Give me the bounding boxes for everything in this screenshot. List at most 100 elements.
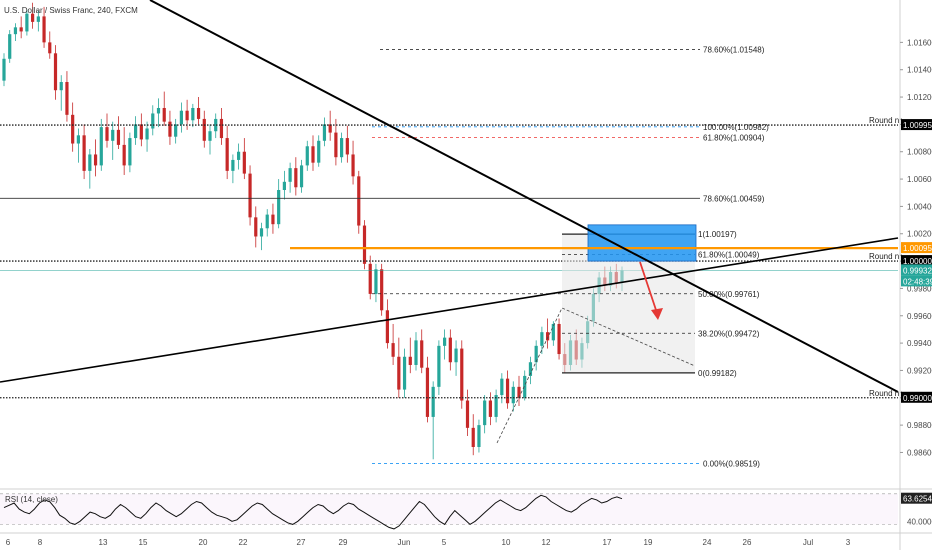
candle[interactable]	[311, 135, 315, 171]
candle[interactable]	[265, 209, 269, 237]
candle[interactable]	[408, 337, 412, 374]
price-axis[interactable]: 1.016001.014001.012001.010001.008001.006…	[899, 0, 932, 550]
candle[interactable]	[505, 370, 510, 409]
candle[interactable]	[42, 6, 46, 48]
candle[interactable]	[483, 395, 487, 434]
candle[interactable]	[397, 337, 401, 398]
candle[interactable]	[340, 132, 344, 163]
candle[interactable]	[477, 419, 481, 453]
candle[interactable]	[145, 121, 149, 152]
candle[interactable]	[139, 113, 143, 147]
candle[interactable]	[557, 318, 561, 360]
candle[interactable]	[31, 2, 35, 29]
candle[interactable]	[111, 121, 115, 160]
candle[interactable]	[431, 381, 435, 460]
candle-body	[277, 190, 281, 225]
harmonic-pattern-line	[496, 307, 696, 444]
candle[interactable]	[174, 118, 178, 144]
candle[interactable]	[528, 356, 533, 385]
candle-body	[248, 173, 252, 218]
candle[interactable]	[59, 75, 63, 111]
candle[interactable]	[540, 326, 544, 355]
candle[interactable]	[414, 332, 418, 371]
candle[interactable]	[116, 116, 121, 149]
candle[interactable]	[317, 135, 321, 167]
candle[interactable]	[151, 105, 155, 136]
candle[interactable]	[134, 116, 138, 145]
candle[interactable]	[420, 329, 424, 374]
rsi-pane[interactable]	[0, 493, 898, 530]
candle[interactable]	[288, 162, 292, 193]
candle[interactable]	[494, 389, 498, 423]
candle[interactable]	[517, 375, 521, 406]
candle[interactable]	[8, 30, 12, 63]
candle[interactable]	[71, 102, 75, 152]
candle[interactable]	[248, 165, 252, 226]
candle[interactable]	[345, 125, 349, 163]
candle[interactable]	[231, 154, 235, 184]
candle[interactable]	[465, 389, 470, 437]
candle[interactable]	[305, 140, 309, 171]
candle[interactable]	[460, 340, 464, 409]
candle[interactable]	[19, 16, 23, 39]
candle[interactable]	[105, 113, 109, 148]
candle[interactable]	[53, 45, 58, 100]
candle[interactable]	[425, 356, 430, 423]
candle[interactable]	[225, 125, 229, 180]
candle[interactable]	[162, 91, 166, 126]
candle[interactable]	[2, 53, 6, 87]
candle[interactable]	[380, 263, 384, 316]
candle[interactable]	[357, 170, 361, 234]
candle[interactable]	[271, 203, 275, 234]
candle[interactable]	[93, 139, 98, 177]
candle[interactable]	[13, 23, 18, 42]
candle[interactable]	[385, 299, 389, 349]
candle[interactable]	[156, 98, 161, 128]
candle[interactable]	[237, 143, 241, 170]
candle[interactable]	[254, 206, 258, 248]
candle[interactable]	[277, 179, 281, 229]
candle[interactable]	[448, 329, 452, 371]
candle[interactable]	[242, 138, 246, 180]
candle[interactable]	[214, 113, 218, 139]
candle[interactable]	[299, 159, 304, 193]
candle[interactable]	[122, 127, 126, 175]
candle[interactable]	[208, 124, 212, 155]
time-axis[interactable]: 6 8 13 15 20 22 27 29 Jun 5 10 12 17 19 24 26 Jul 3	[6, 538, 851, 547]
time-tick-label: 10	[502, 538, 511, 547]
candle[interactable]	[322, 117, 327, 147]
candle[interactable]	[179, 102, 183, 133]
candle[interactable]	[202, 110, 206, 148]
candle[interactable]	[471, 414, 475, 456]
candle[interactable]	[362, 220, 367, 270]
candle[interactable]	[219, 107, 224, 145]
candle[interactable]	[282, 170, 286, 200]
candle[interactable]	[48, 31, 52, 59]
candle[interactable]	[443, 329, 447, 360]
candle[interactable]	[82, 124, 86, 180]
candle[interactable]	[523, 370, 527, 401]
candle[interactable]	[99, 118, 103, 171]
candle[interactable]	[368, 255, 372, 300]
candle[interactable]	[511, 381, 515, 412]
candle[interactable]	[65, 71, 69, 122]
candle[interactable]	[391, 323, 395, 365]
candle[interactable]	[259, 222, 264, 251]
candle[interactable]	[128, 132, 132, 173]
candle[interactable]	[437, 340, 441, 396]
candle[interactable]	[88, 148, 92, 189]
candle[interactable]	[168, 110, 172, 145]
candle[interactable]	[351, 140, 355, 185]
candle[interactable]	[36, 10, 40, 32]
candle[interactable]	[191, 103, 195, 128]
candle[interactable]	[534, 340, 538, 371]
candle[interactable]	[454, 340, 458, 376]
candle[interactable]	[196, 97, 201, 125]
candle[interactable]	[546, 318, 550, 349]
candle[interactable]	[334, 118, 338, 166]
candle[interactable]	[402, 348, 407, 398]
candle[interactable]	[25, 9, 29, 36]
candle[interactable]	[76, 128, 80, 163]
candle[interactable]	[294, 157, 298, 196]
